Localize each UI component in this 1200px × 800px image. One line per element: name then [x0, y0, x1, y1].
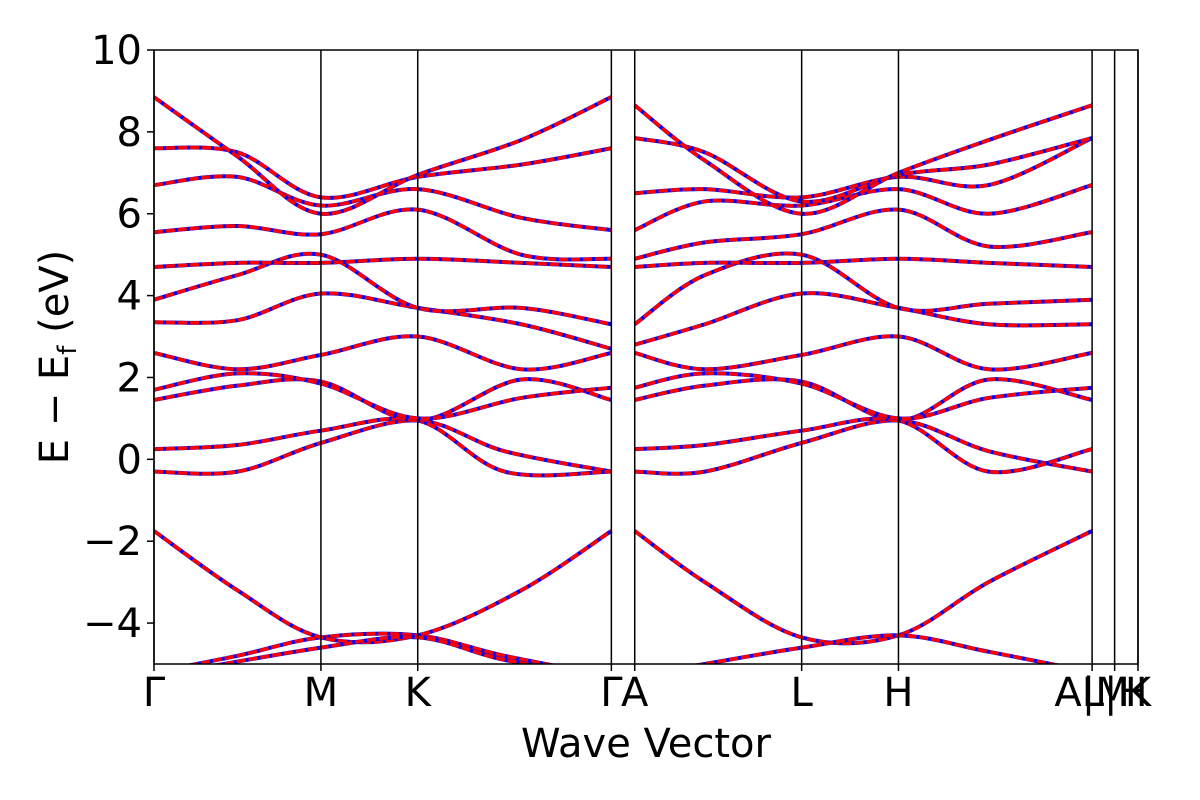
- band-line: [154, 416, 612, 478]
- x-tick-label: Γ: [143, 670, 166, 716]
- x-tick-label: A: [621, 670, 649, 716]
- band-line: [634, 207, 1093, 261]
- x-tick-label: L: [791, 670, 814, 716]
- band-line: [634, 377, 1093, 423]
- high-symmetry-lines: [153, 50, 1139, 664]
- band-line: [694, 633, 1061, 664]
- band-line: [634, 136, 1093, 200]
- band-line: [154, 334, 612, 372]
- band-line: [154, 257, 612, 269]
- y-tick-label: 6: [117, 192, 142, 238]
- band-line-secondary: [154, 334, 612, 372]
- band-line: [154, 371, 612, 421]
- band-line: [634, 136, 1093, 204]
- y-tick-label: 0: [117, 437, 142, 483]
- band-line-secondary: [154, 207, 612, 262]
- band-line: [634, 334, 1093, 372]
- band-line: [634, 291, 1093, 347]
- band-line: [633, 103, 1093, 216]
- band-line-secondary: [154, 529, 613, 645]
- band-line: [154, 251, 612, 326]
- x-tick-label: A|M: [1054, 670, 1129, 716]
- y-axis-label-subscript: f: [53, 345, 83, 355]
- y-tick-label: 10: [91, 28, 142, 74]
- band-line: [634, 371, 1093, 421]
- band-line: [154, 95, 613, 216]
- band-line-secondary: [633, 529, 1093, 646]
- y-axis-label-unit: (eV): [32, 250, 78, 346]
- band-line: [634, 257, 1093, 269]
- band-line-secondary: [154, 377, 612, 423]
- band-line: [154, 418, 612, 476]
- y-axis-label: E − Ef (eV): [32, 250, 83, 465]
- band-line-secondary: [634, 377, 1093, 423]
- band-line: [154, 529, 613, 644]
- y-tick-label: −2: [83, 519, 142, 565]
- y-tick-label: 8: [117, 110, 142, 156]
- x-tick-label: M: [304, 670, 339, 716]
- band-line: [154, 291, 612, 351]
- y-axis-ticks: −4 −2 0 2 4 6 8 10: [83, 28, 154, 647]
- band-line-secondary: [154, 95, 613, 216]
- band-line: [187, 632, 556, 664]
- x-axis-label: Wave Vector: [521, 721, 772, 767]
- x-tick-label: K: [405, 670, 433, 716]
- x-tick-label: H: [883, 670, 913, 716]
- y-tick-label: 2: [117, 355, 142, 401]
- band-line: [634, 416, 1093, 474]
- x-axis-ticks: Γ M K ΓA L H A|ML|HK: [143, 664, 1153, 716]
- y-tick-label: −4: [83, 601, 142, 647]
- band-line: [154, 174, 612, 232]
- band-line: [154, 207, 612, 262]
- band-line: [633, 251, 1093, 326]
- band-line: [213, 635, 539, 664]
- x-tick-label: K: [1125, 670, 1153, 716]
- band-line-secondary: [634, 418, 1093, 476]
- band-line: [154, 377, 612, 423]
- band-line: [633, 529, 1093, 645]
- y-axis-label-main: E − E: [32, 355, 78, 465]
- bands-layer: [154, 95, 1093, 664]
- x-tick-label: Γ: [600, 670, 623, 716]
- plot-frame: [153, 49, 1139, 665]
- x-tick-label: L|H: [1082, 670, 1148, 716]
- y-tick-label: 4: [117, 274, 142, 320]
- band-line-secondary: [634, 207, 1093, 261]
